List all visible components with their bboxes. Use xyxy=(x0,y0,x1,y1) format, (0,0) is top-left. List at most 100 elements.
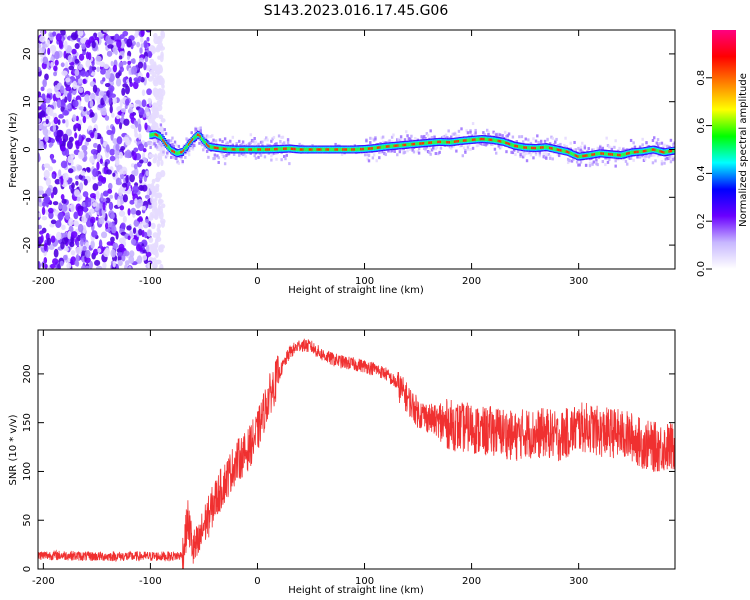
spectrogram-noise-cell xyxy=(92,142,98,149)
spectrogram-noise-cell xyxy=(72,80,77,90)
spectrogram-noise-cell xyxy=(147,97,152,104)
spectrogram-noise-cell xyxy=(55,91,61,99)
spectrogram-noise-cell xyxy=(52,258,59,265)
spectrogram-noise-cell xyxy=(86,167,91,173)
spectrogram-halo-cell xyxy=(575,160,579,164)
spectrogram-noise-cell xyxy=(100,231,108,239)
spectrogram-halo-cell xyxy=(629,138,633,142)
spectrogram-halo-cell xyxy=(668,155,671,159)
spectrogram-halo-cell xyxy=(199,126,202,130)
spectrogram-halo-cell xyxy=(667,156,670,160)
spectrogram-halo-cell xyxy=(159,123,163,127)
spectrogram-noise-cell xyxy=(46,39,51,47)
spectrogram-noise-cell xyxy=(125,139,132,146)
spectrogram-halo-cell xyxy=(466,147,470,151)
spectrogram-noise-cell xyxy=(48,211,54,220)
spectrogram-halo-cell xyxy=(270,158,273,162)
spectrogram-ridge-peak xyxy=(198,133,201,137)
spectrogram-noise-cell xyxy=(94,130,98,140)
spectrogram-noise-cell xyxy=(90,71,96,76)
spectrogram-noise-cell xyxy=(117,198,121,208)
spectrogram-noise-cell xyxy=(118,187,123,197)
spectrogram-noise-cell xyxy=(147,50,153,59)
spectrogram-halo-cell xyxy=(285,153,288,157)
spectrogram-halo-cell xyxy=(173,156,177,160)
spectrogram-ridge-peak xyxy=(325,148,328,151)
spectrogram-noise-cell xyxy=(152,110,157,120)
spectrogram-noise-cell xyxy=(65,148,70,158)
spectrogram-halo-cell xyxy=(187,138,191,142)
spectrogram-halo-cell xyxy=(626,162,629,166)
spectrogram-noise-cell xyxy=(46,187,52,197)
spectrogram-halo-cell xyxy=(628,156,632,160)
spectrogram-noise-cell xyxy=(142,254,148,261)
spectrogram-halo-cell xyxy=(217,156,220,160)
spectrogram-noise-cell xyxy=(112,242,119,249)
spectrogram-halo-cell xyxy=(432,146,435,150)
spectrogram-ridge-peak xyxy=(180,151,183,154)
spectrogram-ridge-peak xyxy=(488,138,491,141)
spectrogram-halo-cell xyxy=(658,142,661,146)
spectrogram-noise-cell xyxy=(85,137,92,142)
spectrogram-noise-cell xyxy=(118,210,126,217)
spectrogram-halo-cell xyxy=(519,150,522,154)
spectrogram-ridge-peak xyxy=(268,148,272,151)
spectrogram-noise-cell xyxy=(92,248,99,256)
spectrogram-halo-cell xyxy=(240,143,244,147)
spectrogram-halo-cell xyxy=(599,146,602,150)
spectrogram-noise-cell xyxy=(154,250,159,258)
spectrogram-halo-cell xyxy=(450,135,453,139)
spectrogram-ridge-peak xyxy=(275,147,278,151)
spectrogram-ridge-peak xyxy=(258,148,262,151)
spectrogram-noise-cell xyxy=(76,165,83,171)
spectrogram-ridge-peak xyxy=(619,153,623,157)
spectrogram-noise-cell xyxy=(96,66,100,73)
spectrogram-halo-cell xyxy=(595,162,598,166)
spectrogram-halo-cell xyxy=(618,146,621,150)
spectrogram-halo-cell xyxy=(384,153,387,157)
spectrogram-noise-cell xyxy=(83,178,88,186)
spectrogram-noise-cell xyxy=(89,111,95,118)
spectrogram-halo-cell xyxy=(243,152,246,156)
spectrogram-noise-cell xyxy=(116,114,120,120)
spectrogram-noise-cell xyxy=(71,182,75,189)
spectrogram-ridge-peak xyxy=(514,144,517,148)
spectrogram-noise-cell xyxy=(97,247,102,253)
spectrogram-halo-cell xyxy=(164,155,168,159)
spectrogram-halo-cell xyxy=(660,160,664,164)
spectrogram-noise-cell xyxy=(110,112,115,118)
spectrogram-noise-cell xyxy=(51,159,57,164)
spectrogram-ridge-peak xyxy=(524,146,527,149)
spectrogram-y-tick-label: 20 xyxy=(22,48,33,61)
spectrogram-halo-cell xyxy=(604,156,607,160)
spectrogram-halo-cell xyxy=(173,140,177,144)
spectrogram-noise-cell xyxy=(85,212,90,219)
spectrogram-ridge-peak xyxy=(654,148,657,152)
spectrogram-ridge-peak xyxy=(189,141,192,144)
spectrogram-noise-cell xyxy=(41,216,48,221)
spectrogram-noise-cell xyxy=(159,54,164,63)
spectrogram-ridge-peak xyxy=(618,153,621,157)
spectrogram-noise-cell xyxy=(106,169,112,175)
spectrogram-halo-cell xyxy=(420,135,423,139)
spectrogram-noise-cell xyxy=(102,190,109,197)
spectrogram-halo-cell xyxy=(595,160,598,164)
spectrogram-halo-cell xyxy=(523,153,526,157)
spectrogram-ridge-peak xyxy=(342,148,345,151)
spectrogram-halo-cell xyxy=(263,155,267,159)
spectrogram-noise-cell xyxy=(127,60,132,65)
spectrogram-ridge-peak xyxy=(294,147,297,151)
spectrogram-halo-cell xyxy=(667,145,670,149)
spectrogram-halo-cell xyxy=(205,149,209,153)
spectrogram-halo-cell xyxy=(656,154,660,158)
spectrogram-noise-cell xyxy=(46,88,53,94)
spectrogram-halo-cell xyxy=(451,132,454,136)
spectrogram-halo-cell xyxy=(217,160,220,164)
spectrogram-noise-cell xyxy=(132,151,137,161)
spectrogram-halo-cell xyxy=(186,140,190,144)
spectrogram-halo-cell xyxy=(645,154,648,158)
spectrogram-noise-cell xyxy=(95,190,100,200)
spectrogram-halo-cell xyxy=(209,135,213,139)
spectrogram-ridge-peak xyxy=(556,148,560,151)
spectrogram-halo-cell xyxy=(286,140,290,144)
